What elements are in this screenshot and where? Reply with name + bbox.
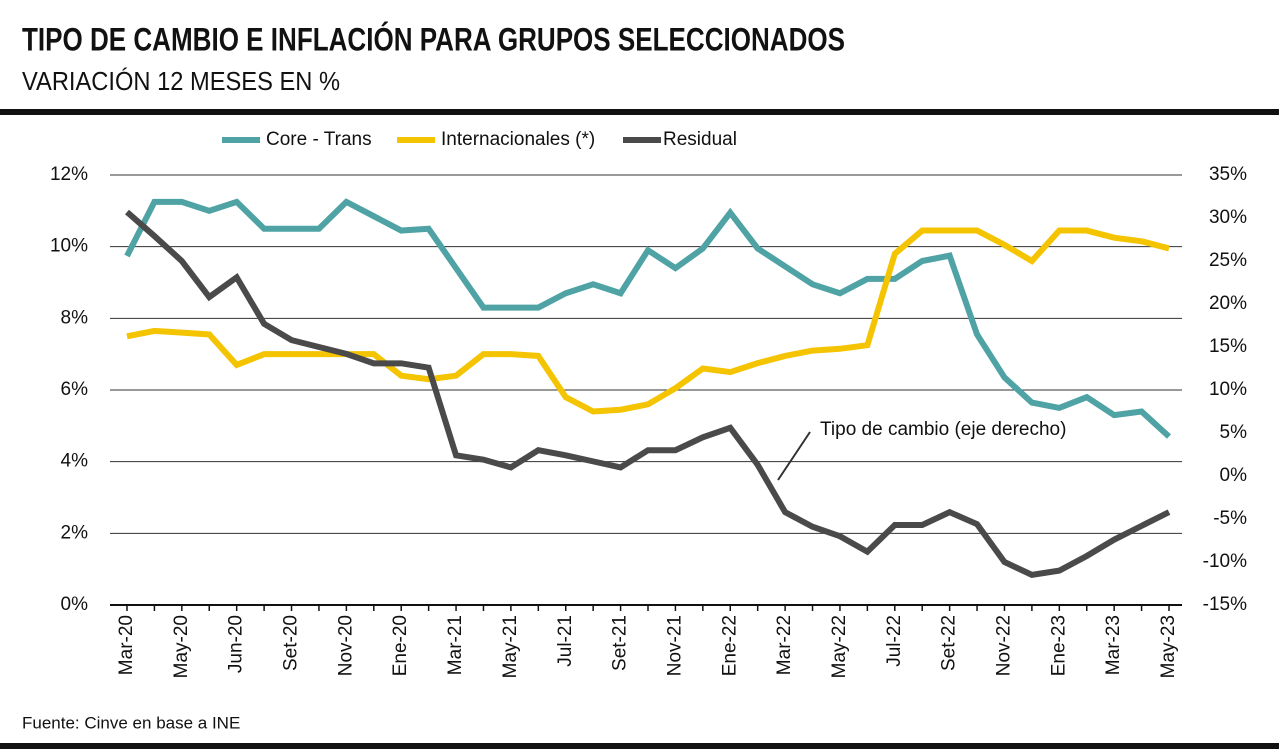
series-line — [125, 209, 1171, 579]
y-tick-label: 4% — [61, 451, 89, 472]
x-tick-label: Jun-20 — [226, 615, 247, 673]
chart-subtitle: VARIACIÓN 12 MESES EN % — [22, 66, 340, 96]
x-tick-label: Set-20 — [281, 615, 302, 671]
chart-title: TIPO DE CAMBIO E INFLACIÓN PARA GRUPOS S… — [22, 21, 845, 57]
y2-tick-label: -5% — [1213, 508, 1247, 529]
x-tick-label: Set-21 — [610, 615, 631, 671]
y2-tick-label: 10% — [1209, 379, 1247, 400]
x-tick-label: Mar-21 — [445, 615, 466, 675]
y2-tick-label: 5% — [1220, 422, 1248, 443]
y-tick-label: 0% — [61, 594, 89, 615]
y2-tick-label: 0% — [1220, 465, 1248, 486]
source-note: Fuente: Cinve en base a INE — [22, 713, 240, 732]
header-rule — [0, 109, 1279, 115]
x-tick-label: May-22 — [829, 615, 850, 678]
series-line — [126, 227, 1170, 415]
y2-tick-label: 25% — [1209, 250, 1247, 271]
x-tick-label: Mar-20 — [116, 615, 137, 675]
y2-tick-label: 30% — [1209, 207, 1247, 228]
x-tick-label: Nov-20 — [335, 615, 356, 676]
y2-tick-label: 15% — [1209, 336, 1247, 357]
y-tick-label: 8% — [61, 307, 89, 328]
y2-tick-label: -10% — [1203, 551, 1247, 572]
x-tick-label: Set-22 — [939, 615, 960, 671]
annotation-pointer — [777, 431, 811, 481]
y2-tick-label: -15% — [1203, 594, 1247, 615]
x-tick-label: May-23 — [1158, 615, 1179, 678]
x-tick-label: Ene-20 — [390, 615, 411, 676]
y-tick-label: 10% — [50, 236, 88, 257]
footer-rule — [0, 743, 1279, 749]
y-tick-label: 12% — [50, 164, 88, 185]
legend-label: Core - Trans — [266, 129, 372, 150]
y-tick-label: 2% — [61, 522, 89, 543]
x-tick-label: Mar-22 — [774, 615, 795, 675]
x-tick-label: Ene-23 — [1048, 615, 1069, 676]
x-tick-label: Jul-21 — [555, 615, 576, 667]
annotation: Tipo de cambio (eje derecho) — [820, 419, 1066, 440]
x-tick-label: Mar-23 — [1103, 615, 1124, 675]
x-tick-label: Nov-22 — [993, 615, 1014, 676]
legend-label: Residual — [663, 129, 737, 150]
y-tick-label: 6% — [61, 379, 89, 400]
x-tick-label: May-21 — [500, 615, 521, 678]
x-tick-label: Ene-22 — [719, 615, 740, 676]
y2-tick-label: 20% — [1209, 293, 1247, 314]
x-tick-label: May-20 — [171, 615, 192, 678]
y2-tick-label: 35% — [1209, 164, 1247, 185]
x-tick-label: Jul-22 — [884, 615, 905, 667]
legend-label: Internacionales (*) — [441, 129, 595, 150]
series-line — [124, 198, 1172, 439]
x-tick-label: Nov-21 — [664, 615, 685, 676]
